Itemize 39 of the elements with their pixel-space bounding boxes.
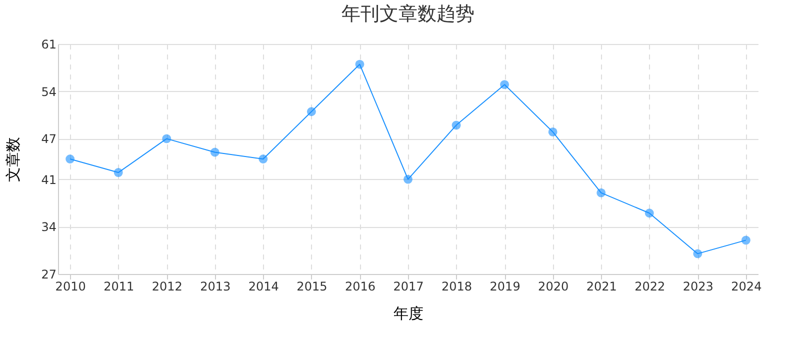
point xyxy=(66,154,75,164)
x-tick-label: 2018 xyxy=(442,280,472,294)
x-tick-label: 2011 xyxy=(104,280,134,294)
point xyxy=(548,127,558,136)
y-tick-label: 34 xyxy=(41,220,56,234)
x-axis-title: 年度 xyxy=(394,304,424,322)
x-tick-label: 2015 xyxy=(296,280,328,294)
y-tick-label: 47 xyxy=(41,132,56,146)
y-tick-label: 41 xyxy=(41,172,56,187)
y-tick-label: 61 xyxy=(41,38,56,52)
point xyxy=(693,249,702,258)
point xyxy=(596,188,606,198)
x-tick-label: 2022 xyxy=(634,280,666,294)
x-tick-label: 2023 xyxy=(682,280,714,294)
x-tick-label: 2019 xyxy=(490,280,520,294)
chart-title: 年刊文章数趋势 xyxy=(342,3,474,25)
point xyxy=(741,236,750,245)
x-tick-label: 2012 xyxy=(152,280,182,294)
point xyxy=(258,154,268,164)
x-tick-label: 2013 xyxy=(200,280,231,294)
point xyxy=(500,80,510,90)
x-tick-label: 2020 xyxy=(538,280,569,294)
x-tick-label: 2016 xyxy=(344,280,376,294)
point xyxy=(114,168,123,177)
x-tick-label: 2021 xyxy=(586,280,617,294)
y-tick-label: 54 xyxy=(41,84,56,99)
point xyxy=(404,174,412,184)
point xyxy=(210,148,220,157)
point xyxy=(355,60,364,69)
x-tick-label: 2010 xyxy=(55,280,86,294)
y-tick-label: 27 xyxy=(41,268,56,282)
y-axis-title: 文章数 xyxy=(4,137,22,182)
x-tick-label: 2017 xyxy=(393,280,424,294)
point xyxy=(162,134,172,144)
point xyxy=(644,208,654,218)
point xyxy=(452,120,461,130)
x-tick-label: 2014 xyxy=(248,280,279,294)
point xyxy=(306,107,316,116)
x-tick-label: 2024 xyxy=(731,280,762,294)
